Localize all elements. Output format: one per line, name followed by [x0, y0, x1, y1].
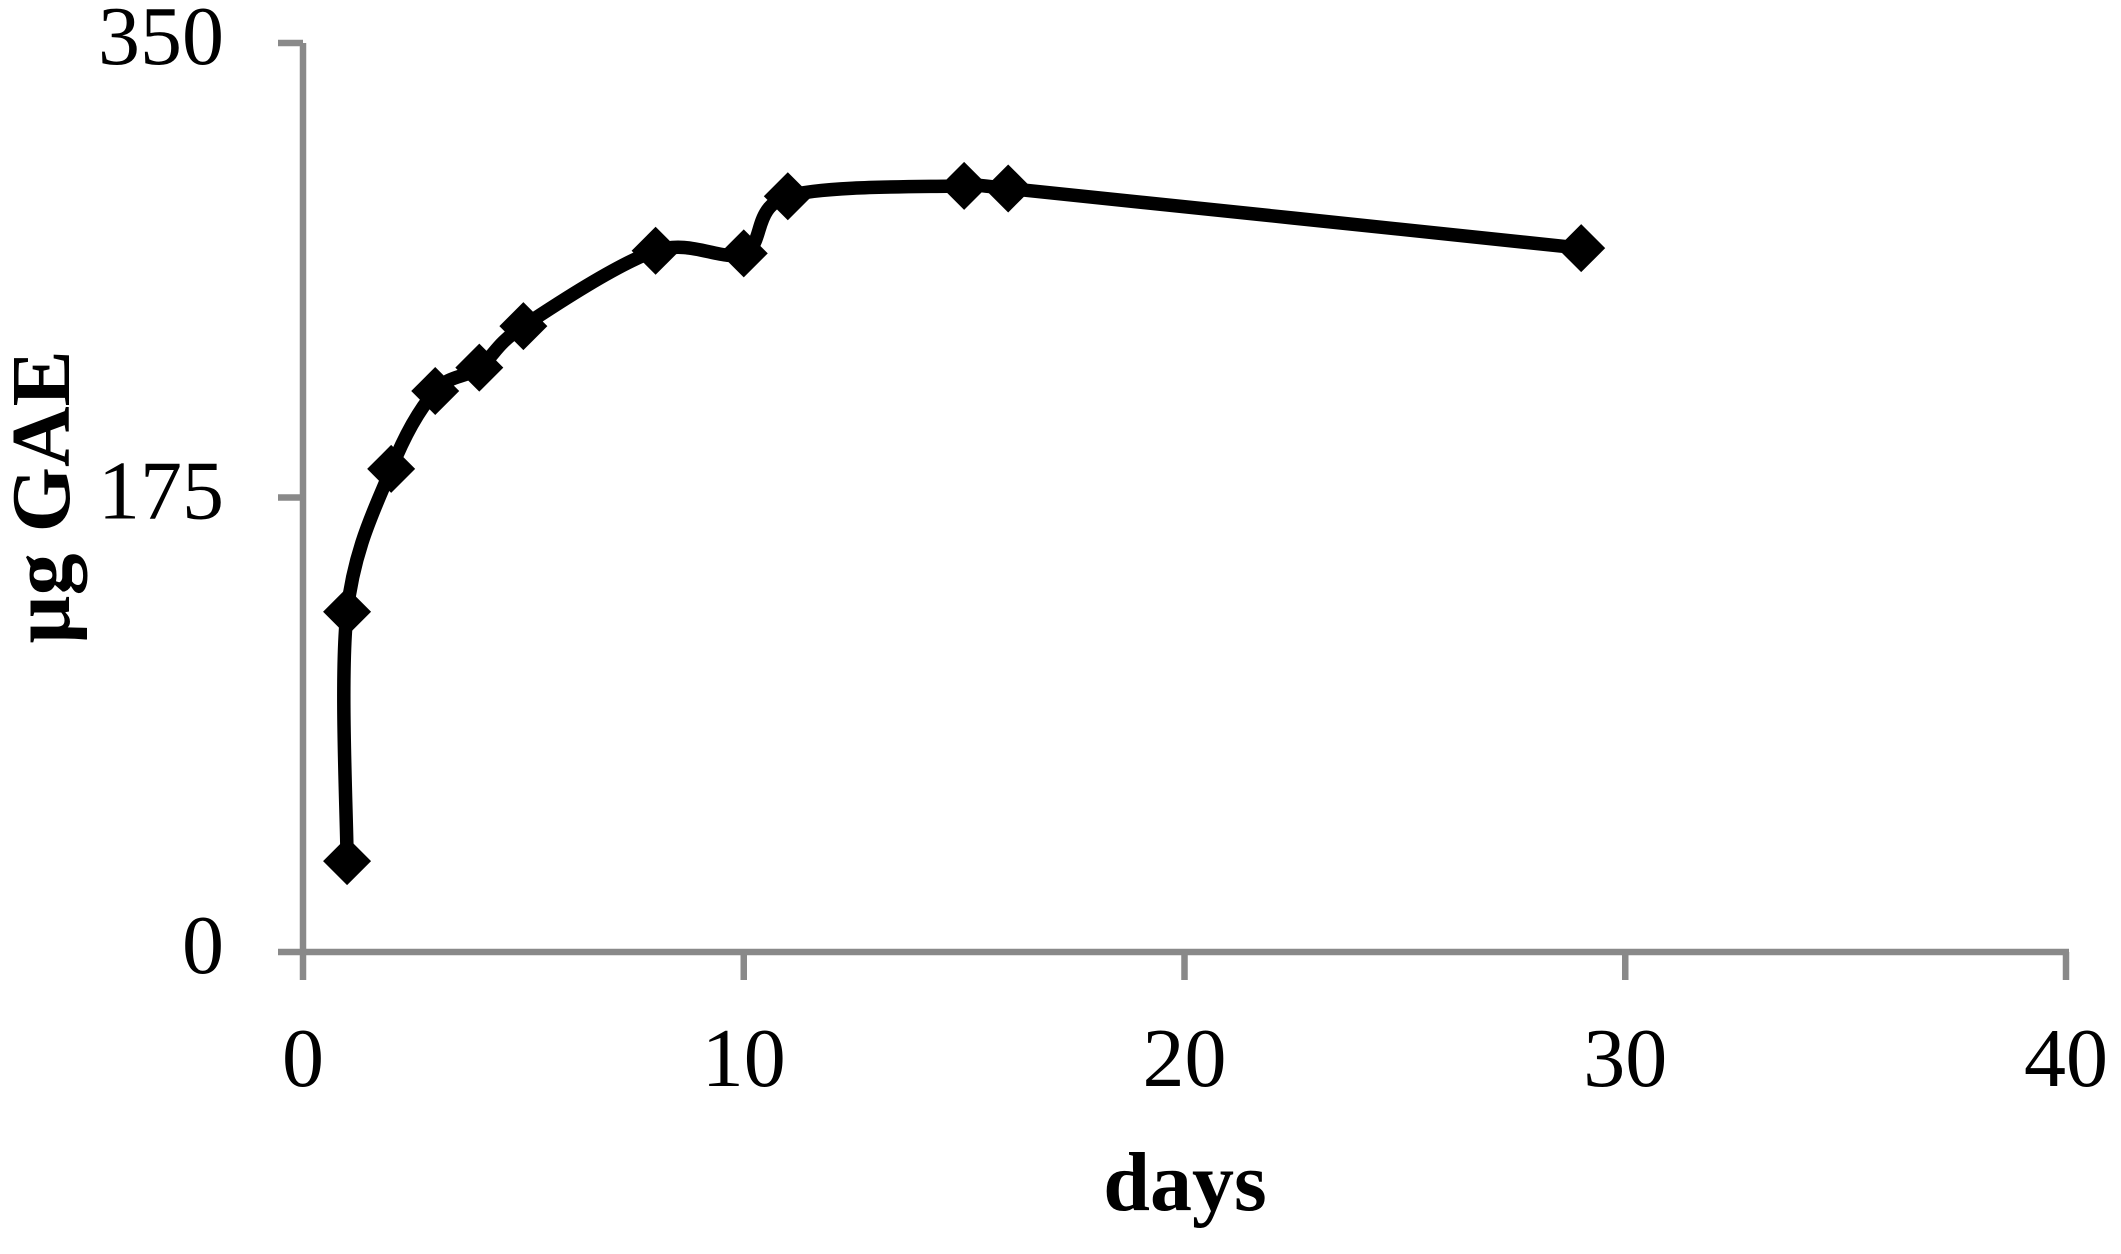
y-axis-title: µg GAE	[0, 350, 88, 643]
y-tick-label-175: 175	[98, 445, 224, 538]
tick-labels: 0 175 350 0 10 20 30 40	[98, 0, 2108, 1105]
x-tick-label-20: 20	[1143, 1012, 1227, 1105]
data-point-marker	[631, 226, 680, 275]
axes	[278, 39, 2070, 980]
data-point-marker	[940, 161, 989, 210]
x-tick-label-10: 10	[702, 1012, 786, 1105]
y-tick-label-0: 0	[182, 899, 224, 992]
x-axis-title: days	[1103, 1136, 1266, 1229]
data-point-marker	[455, 343, 504, 392]
x-tick-label-0: 0	[282, 1012, 324, 1105]
data-point-marker	[323, 587, 372, 636]
x-tick-label-40: 40	[2024, 1012, 2108, 1105]
data-point-marker	[984, 164, 1033, 213]
data-point-marker	[323, 837, 372, 886]
data-point-marker	[1557, 224, 1606, 273]
y-tick-label-350: 350	[98, 0, 224, 83]
data-point-marker	[367, 444, 416, 493]
data-point-marker	[763, 172, 812, 221]
x-tick-label-30: 30	[1583, 1012, 1667, 1105]
series-markers	[323, 161, 1606, 886]
series-line	[337, 175, 1588, 868]
data-point-marker	[411, 367, 460, 416]
data-point-marker	[499, 302, 548, 351]
data-point-marker	[719, 229, 768, 278]
